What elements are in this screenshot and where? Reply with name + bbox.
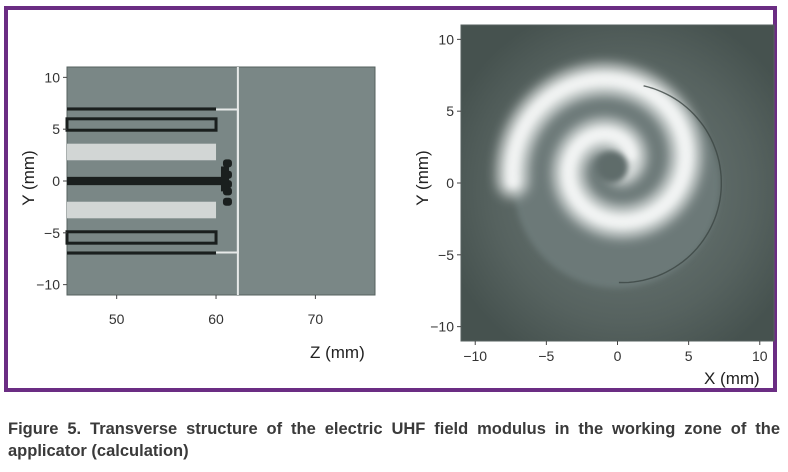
left-x-tick-label-2: 70 [308,311,324,327]
electrode-1 [65,117,218,132]
right-y-tick-label-1: 5 [446,103,454,119]
electrode-2 [67,143,217,161]
left-y-tick-label-0: 10 [44,69,60,85]
left-x-tick-label-1: 60 [208,311,224,327]
left-y-tick-label-4: −10 [36,277,60,293]
right-x-tick-label-4: 10 [752,348,768,364]
left-y-tick-label-2: 0 [52,173,60,189]
right-x-tick-label-2: 0 [614,348,622,364]
electrode-6 [67,251,217,255]
right-chart: −10 −5 0 5 10 10 5 0 −5 −10 X (mm) Y (mm) [413,24,775,388]
electrode-group [65,67,239,295]
right-y-tick-label-0: 10 [438,31,454,47]
right-y-axis-label: Y (mm) [413,150,432,205]
right-y-tick-label-2: 0 [446,175,454,191]
connector-knob-4 [222,197,232,206]
electrode-4 [67,201,217,219]
electrode-3 [67,176,221,186]
spiral-center [596,151,628,183]
figure-caption: Figure 5. Transverse structure of the el… [8,420,780,460]
right-x-tick-label-0: −10 [463,348,487,364]
right-x-axis-label: X (mm) [704,369,760,388]
left-y-tick-label-3: −5 [44,225,60,241]
field-heatmap [461,25,774,341]
electrode-0 [67,107,217,111]
right-ticks: −10 −5 0 5 10 10 5 0 −5 −10 [430,31,768,364]
left-x-axis-label: Z (mm) [310,343,365,362]
connector-stem [220,166,229,192]
right-x-tick-label-3: 5 [685,348,693,364]
connector-knob-0 [222,159,232,168]
left-y-axis-label: Y (mm) [19,150,38,205]
spiral-field-core [506,73,692,228]
left-x-tick-label-0: 50 [109,311,125,327]
right-y-tick-label-3: −5 [438,247,454,263]
right-x-tick-label-1: −5 [538,348,554,364]
electrode-5 [65,230,218,245]
right-y-tick-label-4: −10 [430,319,454,335]
boundary-ring [618,85,722,284]
left-y-tick-label-1: 5 [52,121,60,137]
